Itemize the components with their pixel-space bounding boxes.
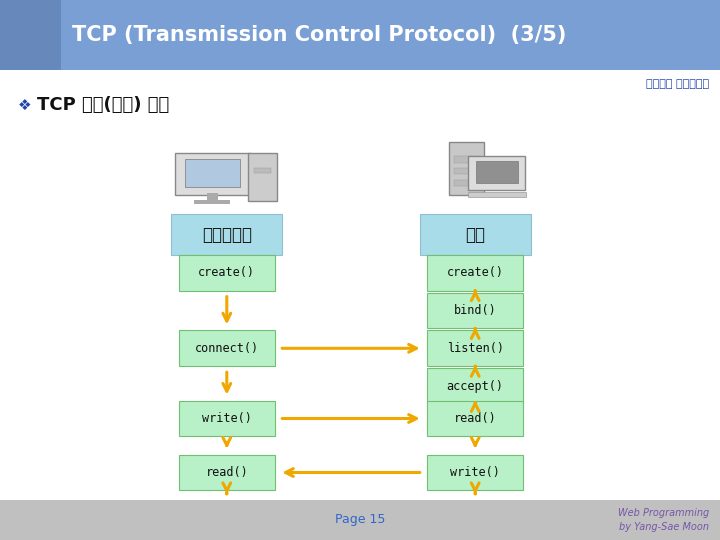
- Text: write(): write(): [450, 466, 500, 479]
- Bar: [454, 168, 479, 174]
- FancyBboxPatch shape: [449, 142, 484, 195]
- FancyBboxPatch shape: [476, 161, 518, 183]
- FancyBboxPatch shape: [179, 455, 275, 490]
- FancyBboxPatch shape: [179, 330, 275, 366]
- FancyBboxPatch shape: [179, 401, 275, 436]
- Text: listen(): listen(): [446, 342, 504, 355]
- FancyBboxPatch shape: [469, 156, 526, 190]
- Bar: [454, 156, 479, 163]
- Text: create(): create(): [446, 266, 504, 279]
- FancyBboxPatch shape: [427, 455, 523, 490]
- FancyBboxPatch shape: [184, 159, 240, 187]
- Text: create(): create(): [198, 266, 256, 279]
- Bar: [454, 180, 479, 186]
- Text: 네트워크 프로그래밍: 네트워크 프로그래밍: [646, 79, 709, 89]
- Text: 서버: 서버: [465, 226, 485, 244]
- Bar: [468, 192, 526, 197]
- FancyBboxPatch shape: [248, 153, 277, 201]
- FancyBboxPatch shape: [427, 401, 523, 436]
- Text: read(): read(): [454, 412, 497, 425]
- Text: bind(): bind(): [454, 304, 497, 317]
- FancyBboxPatch shape: [427, 293, 523, 328]
- Bar: [207, 193, 218, 202]
- FancyBboxPatch shape: [427, 255, 523, 291]
- FancyBboxPatch shape: [171, 214, 282, 255]
- FancyBboxPatch shape: [427, 330, 523, 366]
- Text: ❖: ❖: [18, 98, 32, 113]
- FancyBboxPatch shape: [179, 255, 275, 291]
- Bar: [0, 0, 720, 70]
- Text: connect(): connect(): [194, 342, 259, 355]
- Text: Web Programming
by Yang-Sae Moon: Web Programming by Yang-Sae Moon: [618, 508, 709, 532]
- Bar: [0, 0, 61, 70]
- Text: TCP 수행(접속) 절차: TCP 수행(접속) 절차: [37, 96, 170, 114]
- Bar: [254, 168, 271, 173]
- Text: Page 15: Page 15: [335, 513, 385, 526]
- FancyBboxPatch shape: [175, 153, 250, 195]
- Bar: [0, 500, 720, 540]
- Text: TCP (Transmission Control Protocol)  (3/5): TCP (Transmission Control Protocol) (3/5…: [72, 25, 567, 45]
- FancyBboxPatch shape: [427, 368, 523, 404]
- Text: write(): write(): [202, 412, 252, 425]
- Text: accept(): accept(): [446, 380, 504, 393]
- Text: 클라이언트: 클라이언트: [202, 226, 252, 244]
- FancyBboxPatch shape: [420, 214, 531, 255]
- Text: read(): read(): [205, 466, 248, 479]
- Bar: [194, 200, 230, 204]
